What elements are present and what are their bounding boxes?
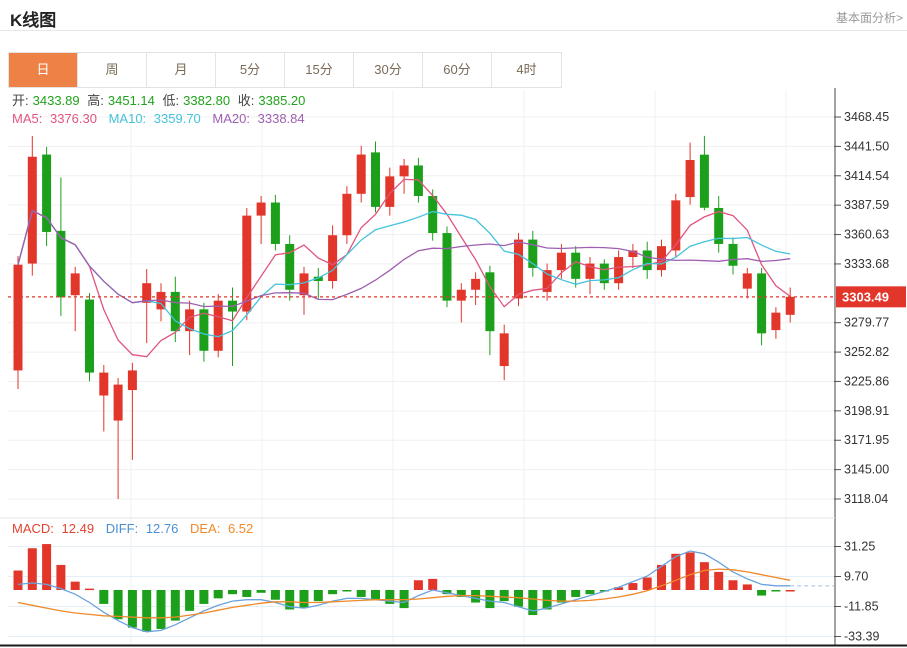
svg-text:3333.68: 3333.68 bbox=[844, 257, 889, 271]
tab-30min[interactable]: 30分 bbox=[354, 53, 423, 87]
svg-text:3279.77: 3279.77 bbox=[844, 316, 889, 330]
ma5-readout: MA5: 3376.30 bbox=[12, 111, 97, 126]
close-label: 收: bbox=[237, 93, 255, 108]
svg-text:3387.59: 3387.59 bbox=[844, 198, 889, 212]
svg-text:3198.91: 3198.91 bbox=[844, 404, 889, 418]
page-title: K线图 bbox=[10, 11, 57, 30]
ma20-readout: MA20: 3338.84 bbox=[212, 111, 305, 126]
svg-text:3303.49: 3303.49 bbox=[842, 289, 889, 304]
svg-text:3468.45: 3468.45 bbox=[844, 110, 889, 124]
dea-line bbox=[17, 568, 791, 619]
low-value: 3382.80 bbox=[183, 93, 231, 108]
ohlc-readout: 开: 3433.89 高: 3451.14 低: 3382.80 收: 3385.20 bbox=[12, 90, 309, 109]
svg-text:3171.95: 3171.95 bbox=[844, 433, 889, 447]
tab-4hour[interactable]: 4时 bbox=[492, 53, 561, 87]
svg-text:3145.00: 3145.00 bbox=[844, 463, 889, 477]
svg-text:3118.04: 3118.04 bbox=[844, 492, 888, 506]
svg-text:3252.82: 3252.82 bbox=[844, 345, 889, 359]
axis: 3468.45 3441.50 3414.54 3387.59 3360.63 3333.… bbox=[0, 88, 907, 647]
macd-readout: MACD: 12.49 DIFF: 12.76 DEA: 6.52 bbox=[12, 521, 261, 536]
svg-text:9.70: 9.70 bbox=[844, 569, 868, 583]
high-label: 高: bbox=[87, 93, 104, 108]
tab-60min[interactable]: 60分 bbox=[423, 53, 492, 87]
close-value: 3385.20 bbox=[258, 93, 306, 108]
ma-readout: MA5: 3376.30 MA10: 3359.70 MA20: 3338.84 bbox=[12, 111, 313, 126]
open-value: 3433.89 bbox=[32, 93, 80, 108]
high-value: 3451.14 bbox=[107, 93, 155, 108]
header-divider bbox=[0, 30, 907, 31]
tab-month[interactable]: 月 bbox=[147, 53, 216, 87]
ma10-readout: MA10: 3359.70 bbox=[108, 111, 201, 126]
svg-text:-33.39: -33.39 bbox=[844, 629, 879, 643]
low-label: 低: bbox=[162, 93, 180, 108]
tab-week[interactable]: 周 bbox=[78, 53, 147, 87]
macd-value: MACD: 12.49 bbox=[12, 521, 95, 536]
tab-day[interactable]: 日 bbox=[9, 53, 78, 87]
diff-value: DIFF: 12.76 bbox=[105, 521, 179, 536]
diff-line bbox=[17, 550, 791, 633]
svg-text:3360.63: 3360.63 bbox=[844, 228, 889, 242]
svg-text:31.25: 31.25 bbox=[844, 540, 875, 554]
svg-text:3414.54: 3414.54 bbox=[844, 169, 889, 183]
svg-text:3225.86: 3225.86 bbox=[844, 374, 889, 388]
fundamental-analysis-link[interactable]: 基本面分析> bbox=[835, 11, 903, 25]
tab-5min[interactable]: 5分 bbox=[216, 53, 285, 87]
tab-15min[interactable]: 15分 bbox=[285, 53, 354, 87]
open-label: 开: bbox=[12, 93, 29, 108]
macd-histogram bbox=[13, 544, 795, 632]
ma-lines bbox=[17, 178, 791, 358]
svg-text:3441.50: 3441.50 bbox=[844, 139, 889, 153]
dea-value: DEA: 6.52 bbox=[189, 521, 254, 536]
svg-text:-11.85: -11.85 bbox=[844, 599, 879, 613]
last-price-tag: 3303.49 bbox=[836, 286, 906, 308]
interval-tab-bar: 日 周 月 5分 15分 30分 60分 4时 bbox=[8, 52, 562, 88]
